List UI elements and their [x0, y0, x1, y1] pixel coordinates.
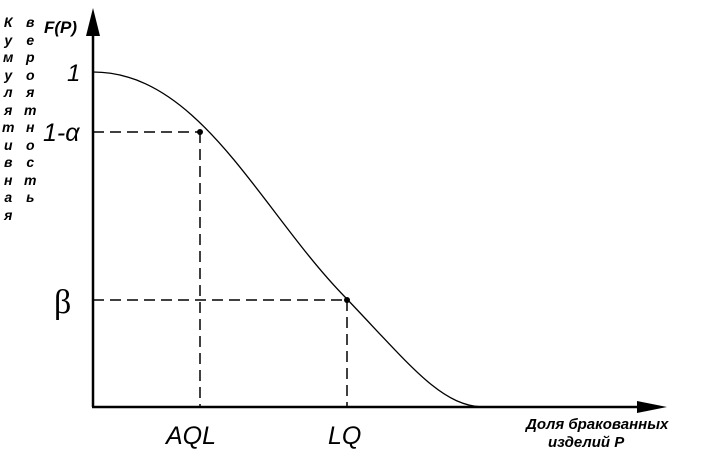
- y-axis-label-letter: т: [24, 171, 37, 188]
- y-axis-label-letter: я: [26, 84, 35, 100]
- y-axis-label-letter: м: [3, 49, 14, 65]
- y-axis-label-letter: в: [3, 154, 13, 170]
- x-tick-lq: LQ: [328, 422, 361, 450]
- y-axis-label-letter: в: [25, 14, 35, 30]
- y-axis-label-letter: у: [4, 66, 13, 83]
- y-axis-label-letter: л: [3, 84, 13, 100]
- x-axis-label-line2: изделий P: [548, 434, 625, 451]
- y-axis-label-letter: е: [26, 31, 35, 48]
- y-axis-label-letter: т: [2, 119, 15, 135]
- y-axis-label-letter: я: [4, 206, 13, 223]
- y-axis-label-letter: р: [25, 49, 35, 65]
- y-axis-label-letter: К: [3, 14, 13, 30]
- y-axis-label-letter: я: [4, 101, 13, 118]
- y-axis-label-letter: а: [4, 189, 13, 205]
- y-tick-one-minus-alpha: 1-α: [43, 119, 80, 147]
- y-axis-label-letter: о: [25, 66, 35, 83]
- y-axis-label-letter: ь: [26, 189, 35, 205]
- y-tick-one: 1: [67, 60, 80, 87]
- aql-point: [197, 129, 203, 135]
- oc-curve: [92, 71, 483, 408]
- y-axis-label-letter: н: [3, 171, 13, 188]
- x-axis-label-line1: Доля бракованных: [524, 416, 669, 433]
- y-axis-label-letter: н: [25, 119, 35, 135]
- y-axis-label-letter: и: [3, 136, 13, 153]
- y-axis-label-letter: с: [26, 154, 35, 170]
- y-axis-function-label: F(P): [44, 18, 77, 37]
- y-axis-label-letter: у: [4, 31, 13, 48]
- lq-point: [344, 297, 350, 303]
- x-axis-arrowhead: [637, 401, 667, 413]
- y-axis-label-letter: о: [25, 136, 35, 153]
- y-tick-beta: β: [54, 284, 71, 321]
- x-tick-aql: AQL: [164, 422, 216, 450]
- y-axis-arrowhead: [86, 8, 100, 36]
- y-axis-label-letter: т: [24, 101, 37, 118]
